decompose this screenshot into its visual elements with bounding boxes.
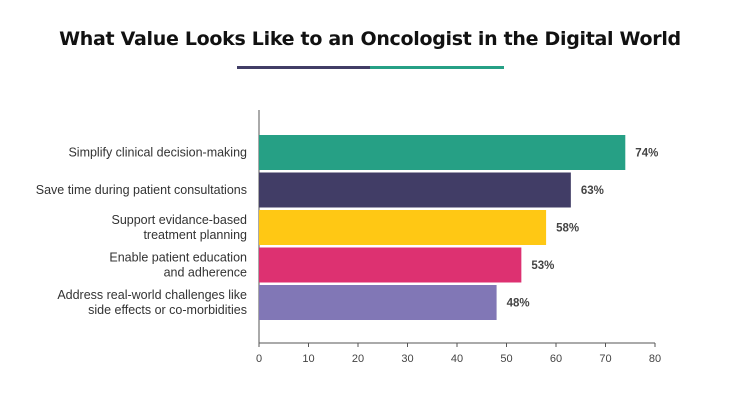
bar [259, 247, 522, 283]
category-label: Support evidance-based [111, 213, 247, 227]
category-label: Address real-world challenges like [57, 288, 247, 302]
x-tick-label: 10 [302, 353, 314, 365]
bar-value-label: 48% [507, 298, 530, 310]
bar-value-label: 63% [581, 185, 604, 197]
title-underline-green [370, 66, 504, 69]
category-label: side effects or co-morbidities [88, 303, 247, 317]
x-tick-label: 50 [500, 353, 512, 365]
category-label: Simplify clinical decision-making [68, 146, 247, 160]
x-tick-label: 70 [599, 353, 611, 365]
x-tick-label: 20 [352, 353, 364, 365]
x-tick-label: 30 [401, 353, 413, 365]
bar [259, 285, 497, 320]
bar [259, 135, 626, 170]
x-tick-label: 60 [550, 353, 562, 365]
chart-title: What Value Looks Like to an Oncologist i… [59, 28, 681, 50]
category-label: Save time during patient consultations [36, 183, 247, 197]
x-tick-label: 0 [256, 353, 262, 365]
bar [259, 210, 547, 245]
bar-value-label: 53% [531, 260, 554, 272]
bar [259, 172, 571, 208]
category-label: and adherence [164, 266, 247, 280]
category-label: treatment planning [143, 228, 247, 242]
x-tick-label: 40 [451, 353, 463, 365]
bar-value-label: 58% [556, 223, 579, 235]
bar-value-label: 74% [635, 148, 658, 160]
title-underline-dark [237, 66, 370, 69]
category-label: Enable patient education [109, 251, 247, 265]
x-tick-label: 80 [649, 353, 661, 365]
